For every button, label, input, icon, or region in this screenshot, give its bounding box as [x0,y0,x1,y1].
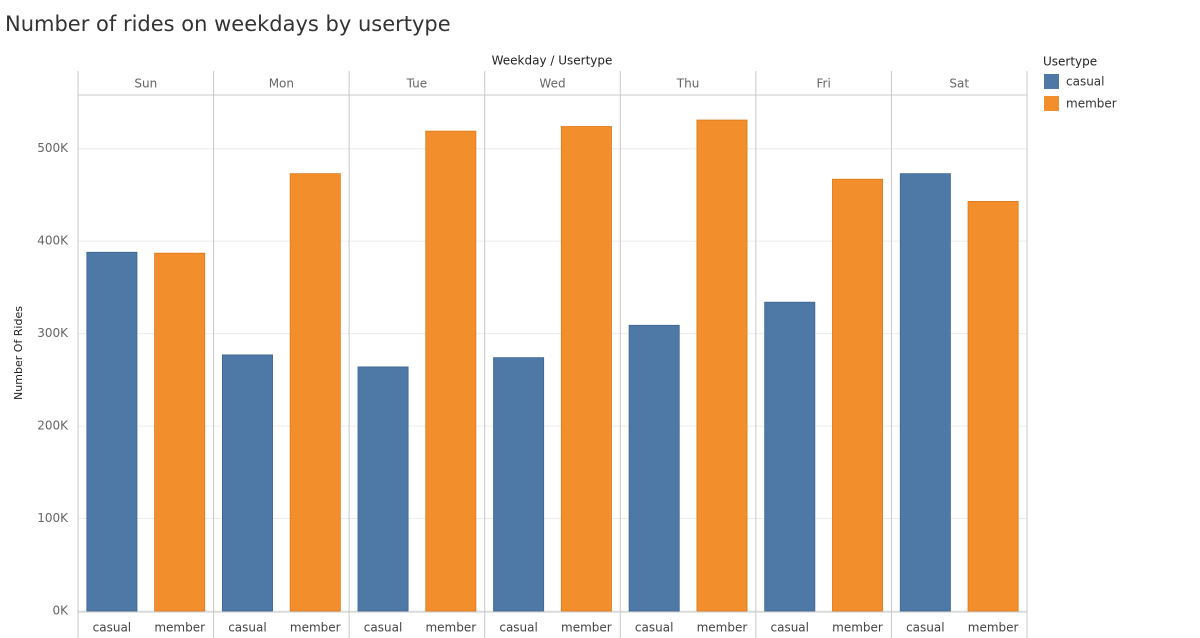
x-tick-label: casual [771,621,810,635]
y-axis-title: Number Of Rides [12,306,25,400]
x-tick-label: member [290,621,341,635]
bar [628,324,680,612]
x-tick-label: member [697,621,748,635]
x-tick-label: casual [93,621,132,635]
bar [289,173,341,612]
column-label: Wed [539,77,565,91]
legend-label: casual [1066,75,1105,89]
column-label: Sun [134,77,157,91]
bar [696,119,748,612]
y-tick-label: 500K [37,141,69,155]
chart-title: Number of rides on weekdays by usertype [5,12,451,36]
x-tick-label: member [968,621,1019,635]
bar [154,252,206,612]
x-tick-label: member [832,621,883,635]
x-tick-label: casual [228,621,267,635]
x-tick-label: casual [364,621,403,635]
legend-title: Usertype [1043,55,1097,69]
bar [967,201,1019,612]
legend-swatch [1044,96,1059,111]
column-label: Fri [816,77,830,91]
x-tick-label: casual [635,621,674,635]
legend-label: member [1066,97,1117,111]
y-tick-label: 400K [37,234,69,248]
x-tick-label: member [154,621,205,635]
x-tick-label: member [425,621,476,635]
bar [560,126,612,612]
bar [832,178,884,612]
column-label: Thu [676,77,700,91]
column-label: Sat [949,77,969,91]
y-tick-label: 0K [52,604,69,618]
bar [425,130,477,612]
x-tick-label: casual [906,621,945,635]
y-tick-label: 300K [37,326,69,340]
column-label: Mon [269,77,294,91]
bar [493,357,545,612]
x-tick-label: member [561,621,612,635]
column-label: Tue [406,77,428,91]
bar [221,354,273,612]
column-header: Weekday / Usertype [492,54,613,68]
y-tick-label: 100K [37,511,69,525]
bar [899,173,951,612]
bar [764,301,816,612]
legend-swatch [1044,74,1059,89]
x-tick-label: casual [499,621,538,635]
bar [357,366,409,612]
bar [86,251,138,612]
y-tick-label: 200K [37,419,69,433]
